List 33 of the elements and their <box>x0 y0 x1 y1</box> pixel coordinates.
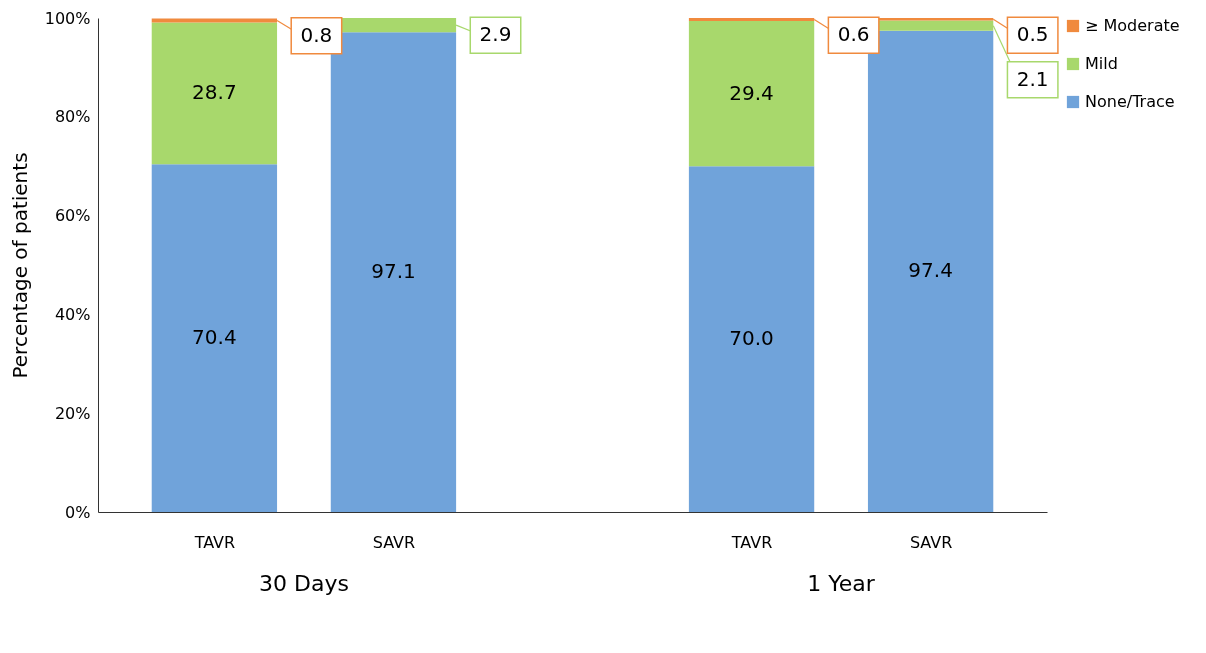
data-label: 70.0 <box>729 326 774 351</box>
bar <box>867 30 994 512</box>
data-label: 2.9 <box>479 22 512 47</box>
bar <box>151 22 278 165</box>
x-tick-label: SAVR <box>909 532 953 552</box>
data-label: 0.6 <box>837 22 870 47</box>
data-label: 28.7 <box>192 80 237 105</box>
bar <box>330 32 457 512</box>
y-tick-label: 20% <box>54 403 91 423</box>
legend-label: ≥ Moderate <box>1085 16 1180 35</box>
y-axis-title: Percentage of patients <box>7 152 32 379</box>
data-label: 70.4 <box>192 325 237 350</box>
y-tick-label: 100% <box>44 8 91 28</box>
y-tick-label: 60% <box>54 206 91 226</box>
bar <box>688 20 815 167</box>
data-label: 0.5 <box>1016 22 1049 47</box>
y-tick-label: 0% <box>65 502 91 522</box>
data-label: 97.1 <box>371 259 416 284</box>
y-tick-label: 40% <box>54 304 91 324</box>
data-label: 97.4 <box>908 258 953 283</box>
data-label: 2.1 <box>1016 66 1049 91</box>
text: 1 Year <box>807 571 876 596</box>
data-label: 0.8 <box>300 22 333 47</box>
text: 30 Days <box>258 571 349 596</box>
data-label: 29.4 <box>729 80 774 105</box>
y-tick-label: 80% <box>54 107 91 127</box>
bar <box>151 164 278 512</box>
legend-label: Mild <box>1085 54 1118 73</box>
x-tick-label: TAVR <box>193 532 236 552</box>
bar <box>688 166 815 512</box>
legend-label: None/Trace <box>1085 92 1175 111</box>
x-tick-label: SAVR <box>372 532 416 552</box>
x-tick-label: TAVR <box>730 532 773 552</box>
